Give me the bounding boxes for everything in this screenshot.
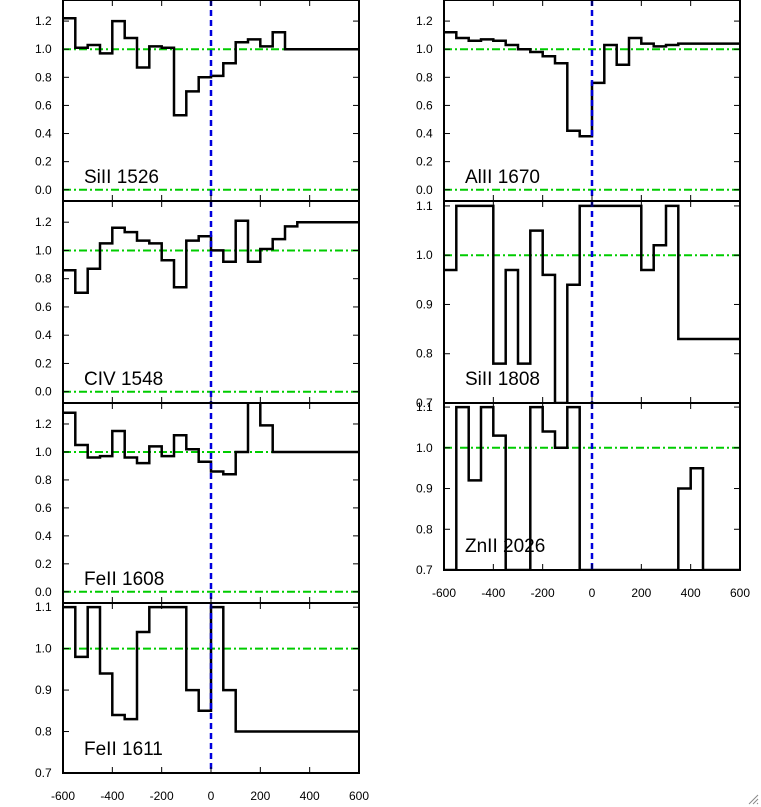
- spectrum-feii-1611: [63, 605, 359, 733]
- y-tick-label: 0.0: [35, 585, 52, 599]
- x-tick-label: -600: [432, 586, 456, 600]
- y-tick-label: 0.2: [35, 155, 52, 169]
- y-tick-label: 0.9: [416, 297, 433, 311]
- resize-grip-icon[interactable]: [747, 793, 759, 805]
- y-tick-label: 0.8: [416, 347, 433, 361]
- spectrum-civ-1548: [63, 219, 359, 295]
- y-tick-label: 0.0: [35, 183, 52, 197]
- x-tick-label: 400: [681, 586, 701, 600]
- x-tick-label: -400: [100, 789, 124, 803]
- y-tick-label: 0.8: [35, 70, 52, 84]
- y-tick-label: 0.6: [35, 98, 52, 112]
- y-tick-label: 0.4: [35, 529, 52, 543]
- y-tick-label: 0.8: [416, 522, 433, 536]
- x-tick-label: 600: [349, 789, 369, 803]
- y-tick-label: 0.2: [35, 557, 52, 571]
- y-tick-label: 0.8: [416, 70, 433, 84]
- spectrum-siii-1526: [63, 17, 359, 117]
- y-tick-label: 0.8: [35, 272, 52, 286]
- y-tick-label: 1.2: [416, 14, 433, 28]
- y-tick-label: 1.2: [35, 215, 52, 229]
- y-tick-label: 0.6: [35, 300, 52, 314]
- panel-siii-1526: 0.0 0.2 0.4 0.6 0.8 1.0 1.2 SiII 1526: [35, 0, 360, 202]
- y-tick-label: 0.4: [35, 328, 52, 342]
- y-tick-label: 0.6: [416, 98, 433, 112]
- ion-label: CIV 1548: [84, 369, 163, 390]
- ion-label: SiII 1526: [84, 167, 159, 188]
- ion-label: AlII 1670: [465, 167, 540, 188]
- y-tick-label: 0.4: [35, 127, 52, 141]
- ion-label: FeII 1608: [84, 569, 164, 590]
- y-tick-label: 1.0: [416, 248, 433, 262]
- y-tick-label: 1.0: [416, 42, 433, 56]
- spectrum-siii-1808: [444, 204, 740, 403]
- panel-civ-1548: 0.0 0.2 0.4 0.6 0.8 1.0 1.2 CIV 1548: [35, 200, 360, 404]
- x-tick-label: -400: [481, 586, 505, 600]
- y-tick-label: 0.9: [416, 482, 433, 496]
- y-tick-label: 0.6: [35, 501, 52, 515]
- y-tick-label: 0.8: [35, 725, 52, 739]
- spectrum-alii-1670: [444, 31, 740, 138]
- y-tick-label: 0.7: [416, 563, 433, 577]
- y-tick-label: 1.1: [35, 600, 52, 614]
- y-tick-label: 0.4: [416, 127, 433, 141]
- y-tick-label: 0.7: [416, 396, 433, 410]
- x-tick-label: -200: [150, 789, 174, 803]
- y-tick-label: 1.0: [35, 42, 52, 56]
- ion-label: ZnII 2026: [465, 536, 545, 557]
- y-tick-label: 1.0: [416, 441, 433, 455]
- x-tick-label: 0: [208, 789, 215, 803]
- panel-siii-1808: 0.7 0.8 0.9 1.0 1.1 SiII 1808: [416, 199, 741, 410]
- y-tick-label: 1.1: [416, 199, 433, 213]
- y-tick-label: 1.0: [35, 243, 52, 257]
- y-tick-label: 0.2: [416, 155, 433, 169]
- spectrum-znii-2026: [444, 405, 740, 570]
- y-tick-label: 0.0: [416, 183, 433, 197]
- spectrum-feii-1608: [63, 403, 359, 476]
- y-tick-label: 1.2: [35, 417, 52, 431]
- panel-alii-1670: 0.0 0.2 0.4 0.6 0.8 1.0 1.2 AlII 1670: [416, 0, 741, 202]
- y-tick-label: 1.1: [416, 400, 433, 414]
- x-tick-label: -200: [531, 586, 555, 600]
- x-tick-label: 400: [300, 789, 320, 803]
- y-tick-label: 1.2: [35, 14, 52, 28]
- y-tick-label: 1.0: [35, 445, 52, 459]
- ion-label: FeII 1611: [84, 739, 163, 760]
- x-tick-label: 600: [730, 586, 750, 600]
- x-tick-label: -600: [51, 789, 75, 803]
- y-tick-label: 0.8: [35, 473, 52, 487]
- y-tick-label: 1.0: [35, 642, 52, 656]
- y-tick-label: 0.9: [35, 683, 52, 697]
- panel-feii-1608: 0.0 0.2 0.4 0.6 0.8 1.0 1.2 FeII 1608: [35, 402, 360, 604]
- x-tick-label: 0: [589, 586, 596, 600]
- y-tick-label: 0.0: [35, 385, 52, 399]
- y-tick-label: 0.2: [35, 356, 52, 370]
- x-tick-label: 200: [631, 586, 651, 600]
- x-tick-label: 200: [250, 789, 270, 803]
- panel-feii-1611: 0.7 0.8 0.9 1.0 1.1 -600 -400 -200 0 200 400 600 FeI…: [35, 600, 369, 803]
- y-tick-label: 0.7: [35, 766, 52, 780]
- panel-znii-2026: 0.7 0.8 0.9 1.0 1.1 -600 -400 -200 0 200 400 600 ZnI…: [416, 400, 750, 600]
- ion-label: SiII 1808: [465, 369, 540, 390]
